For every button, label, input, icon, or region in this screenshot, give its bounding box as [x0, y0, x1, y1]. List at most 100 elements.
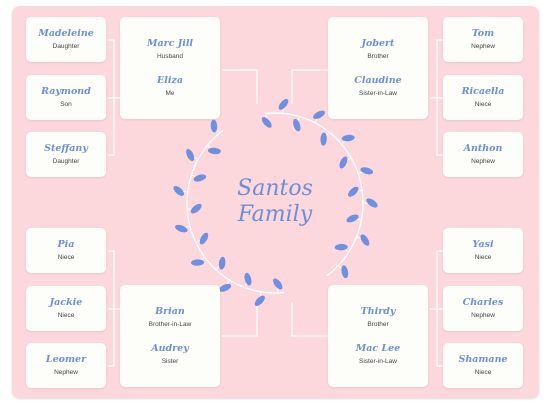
wreath-leaf: [273, 278, 283, 290]
person-name: Anthon: [463, 143, 503, 154]
wreath-vine: [350, 157, 355, 163]
wreath-vine: [339, 142, 344, 147]
person-role: Me: [165, 90, 175, 98]
wreath-vine: [336, 138, 341, 144]
wreath-leaf: [244, 272, 252, 286]
wreath-vine: [342, 255, 347, 261]
child-card: Shamane Niece: [443, 343, 523, 388]
wreath-vine: [186, 188, 189, 194]
wreath-leaf: [218, 256, 226, 270]
child-card: Pia Niece: [26, 228, 106, 273]
person-name: Tom: [471, 28, 495, 39]
wreath-vine: [322, 126, 328, 131]
wreath-vine: [318, 124, 324, 129]
child-card: Raymond Son: [26, 75, 106, 120]
person-name: Audrey: [151, 343, 189, 355]
wreath-vine: [187, 184, 190, 190]
wreath-leaf: [175, 224, 188, 233]
wreath-leaf: [278, 98, 289, 110]
person-role: Husband: [156, 52, 184, 60]
wreath-vine: [195, 243, 200, 249]
person-role: Daughter: [52, 158, 80, 165]
wreath-vine: [206, 259, 211, 264]
couple-card-top-left: Marc Jill Husband Eliza Me: [120, 17, 220, 119]
wreath-vine: [219, 129, 224, 134]
wreath-vine: [326, 129, 331, 134]
person-role: Sister: [161, 358, 179, 366]
person-name: Charles: [462, 297, 504, 308]
wreath-vine: [352, 239, 357, 245]
wreath-vine: [348, 247, 352, 253]
wreath-vine: [360, 216, 363, 222]
wreath-vine: [219, 272, 224, 277]
wreath-vine: [222, 275, 228, 280]
wreath-vine: [329, 132, 335, 137]
wreath-vine: [215, 269, 221, 274]
child-card: Tom Nephew: [443, 17, 523, 62]
wreath-vine: [345, 149, 350, 155]
person-role: Niece: [57, 312, 75, 319]
child-card: Ricaella Niece: [443, 75, 523, 120]
wreath-leaf: [254, 295, 265, 306]
person-role: Sister-in-Law: [359, 90, 397, 98]
couple-card-bottom-right: Thirdy Brother Mac Lee Sister-in-Law: [328, 285, 428, 387]
wreath-vine: [297, 115, 303, 119]
wreath-leaf: [313, 110, 325, 119]
person-name: Eliza: [156, 75, 183, 87]
person-role: Niece: [474, 254, 492, 261]
wreath-leaf: [339, 156, 348, 169]
wreath-vine: [198, 247, 202, 253]
wreath-vine: [230, 280, 236, 284]
wreath-vine: [336, 262, 341, 268]
wreath-leaf: [346, 214, 359, 223]
wreath-vine: [198, 153, 202, 159]
wreath-vine: [354, 166, 358, 172]
wreath-vine: [200, 149, 205, 155]
wreath-vine: [190, 170, 194, 176]
wreath-vine: [358, 226, 361, 232]
wreath-vine: [350, 243, 355, 249]
person-role: Niece: [474, 369, 492, 376]
wreath-vine: [256, 290, 262, 293]
wreath-leaf: [193, 174, 207, 182]
wreath-vine: [187, 216, 190, 222]
wreath-vine: [354, 234, 358, 240]
child-card: Yasi Niece: [443, 228, 523, 273]
wreath-vine: [212, 135, 217, 140]
wreath-vine: [192, 166, 196, 172]
wreath-vine: [306, 118, 312, 122]
person-name: Shamane: [458, 354, 508, 365]
wreath-vine: [252, 289, 257, 292]
wreath-leaf: [186, 148, 195, 162]
wreath-leaf: [341, 134, 355, 142]
wreath-vine: [234, 282, 240, 286]
wreath-leaf: [366, 198, 378, 208]
wreath-leaf: [210, 119, 218, 133]
person-role: Daughter: [52, 43, 80, 50]
wreath-vine: [339, 259, 344, 264]
wreath-vine: [261, 291, 266, 294]
wreath-vine: [301, 116, 307, 120]
wreath-vine: [209, 138, 214, 144]
child-card: Charles Nephew: [443, 286, 523, 331]
wreath-leaf: [334, 243, 348, 251]
person-name: Steffany: [44, 143, 88, 154]
wreath-vine: [238, 284, 244, 288]
person-name: Brian: [155, 305, 185, 317]
wreath-vine: [345, 251, 350, 257]
family-title-line2: Family: [237, 202, 313, 227]
wreath-vine: [356, 170, 360, 176]
person-name: Ricaella: [461, 86, 505, 97]
wreath-leaf: [360, 234, 370, 246]
wreath-vine: [361, 188, 364, 194]
wreath-vine: [186, 212, 189, 218]
wreath-vine: [212, 266, 217, 271]
person: Thirdy Brother: [361, 306, 396, 329]
wreath-vine: [189, 174, 192, 180]
person-role: Nephew: [471, 312, 495, 319]
person-name: Claudine: [354, 75, 402, 87]
wreath-vine: [358, 174, 361, 180]
person-name: Leomer: [45, 354, 87, 365]
wreath-vine: [247, 287, 253, 291]
person-role: Niece: [57, 254, 75, 261]
